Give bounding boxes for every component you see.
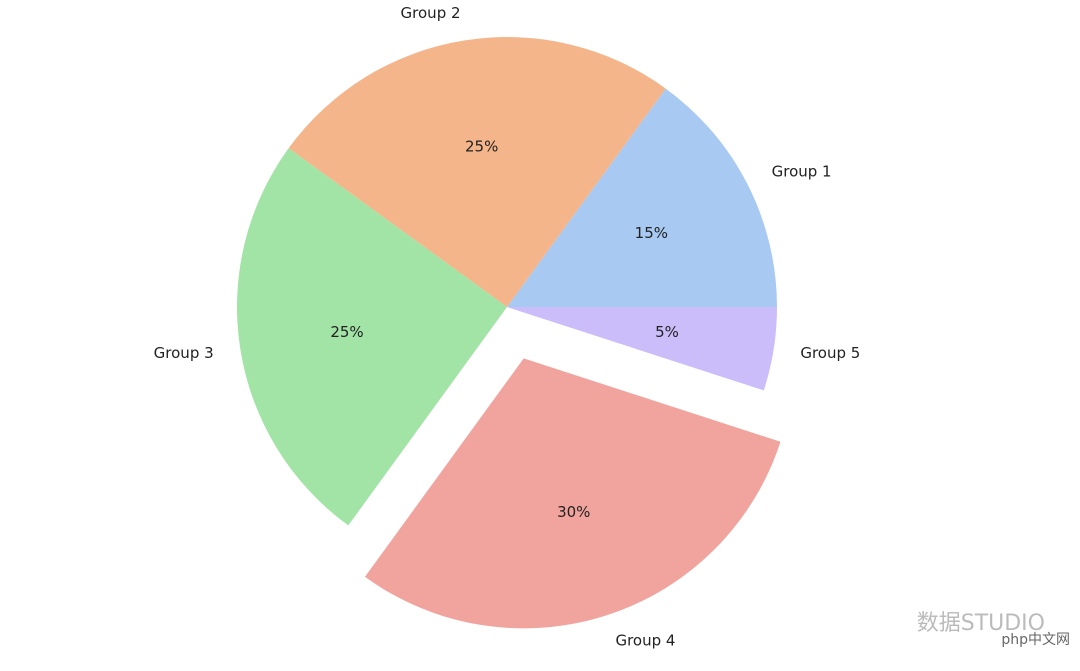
slice-label: Group 2 [401,4,461,22]
watermark: php中文网 [1001,632,1070,648]
pie-slice [507,307,777,391]
pie-slice [507,88,777,307]
pie-slice [288,36,666,307]
percent-label: 30% [557,503,590,521]
percent-label: 25% [330,323,363,341]
percent-label: 25% [465,137,498,155]
percent-label: 15% [635,224,668,242]
slice-label: Group 4 [615,631,675,649]
percent-label: 5% [655,323,679,341]
pie-slice [237,148,507,526]
slice-label: Group 1 [772,163,832,181]
slice-label: Group 5 [800,344,860,362]
pie-slice [364,358,781,629]
slice-label: Group 3 [154,344,214,362]
watermark: 数据STUDIO [917,611,1045,636]
